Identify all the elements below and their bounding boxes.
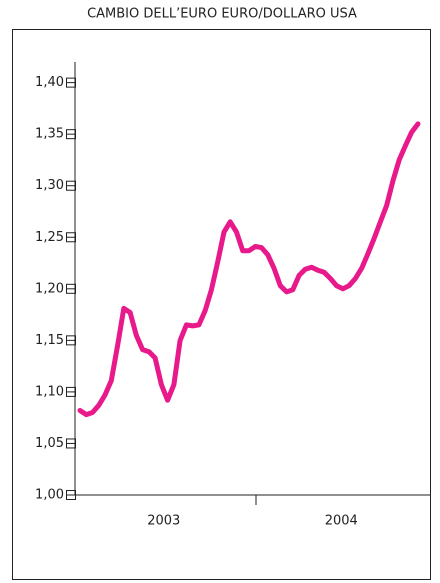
y-tick-label: 1,00 <box>35 488 64 503</box>
y-tick-label: 1,25 <box>35 230 64 245</box>
y-tick-label: 1,40 <box>35 75 64 90</box>
chart-title: CAMBIO DELL’EURO EURO/DOLLARO USA <box>87 7 357 22</box>
y-tick-label: 1,20 <box>35 281 64 296</box>
y-tick-label: 1,10 <box>35 384 64 399</box>
line-series <box>77 121 421 418</box>
y-tick-label: 1,15 <box>35 333 64 348</box>
frame <box>12 29 431 580</box>
x-tick-label: 2003 <box>147 514 180 529</box>
y-tick-label: 1,35 <box>35 127 64 142</box>
x-tick-label: 2004 <box>325 514 358 529</box>
y-tick-label: 1,05 <box>35 436 64 451</box>
y-tick-label: 1,30 <box>35 178 64 193</box>
